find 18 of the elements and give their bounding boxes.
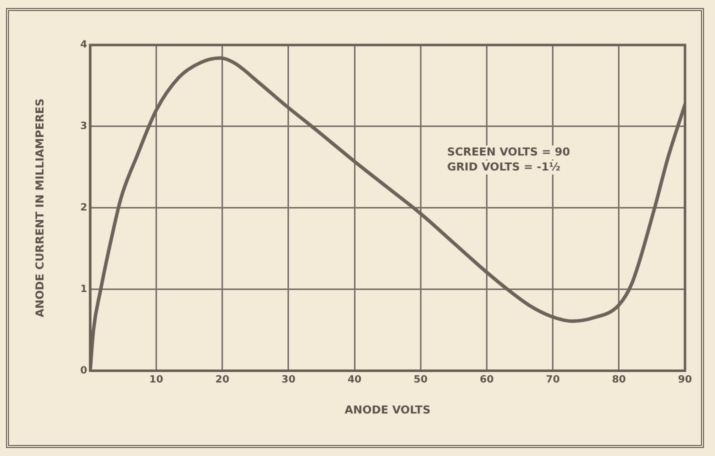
x-axis-title: ANODE VOLTS: [344, 403, 431, 416]
x-tick-label: 30: [281, 374, 296, 386]
y-tick-label: 3: [80, 121, 88, 132]
y-tick-label: 0: [80, 365, 88, 376]
x-tick-label: 90: [678, 374, 692, 386]
x-tick-label: 20: [215, 374, 230, 386]
x-tick-label: 60: [480, 374, 494, 386]
x-tick-label: 40: [348, 374, 362, 386]
x-tick-label: 80: [612, 374, 626, 386]
y-axis-title: ANODE CURRENT IN MILLIAMPERES: [33, 98, 46, 318]
annotation: GRID VOLTS = -1½: [447, 160, 560, 174]
annotation: SCREEN VOLTS = 90: [447, 145, 570, 158]
x-tick-label: 10: [149, 374, 164, 386]
x-tick-label: 50: [414, 374, 428, 386]
y-tick-label: 2: [80, 202, 88, 214]
y-tick-label: 4: [80, 40, 88, 51]
y-tick-label: 1: [80, 284, 88, 295]
x-tick-label: 70: [546, 374, 560, 386]
